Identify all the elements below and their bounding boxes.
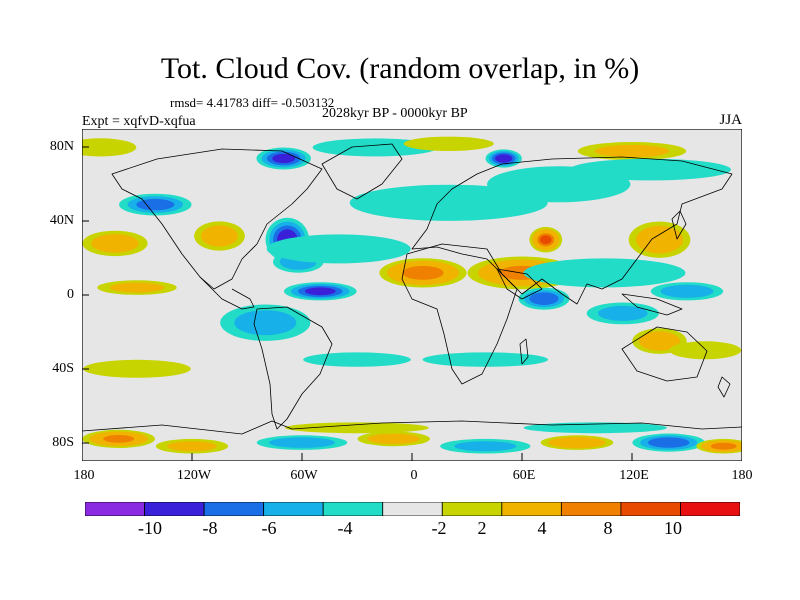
anomaly-contour: [403, 136, 494, 151]
anomaly-contour: [495, 154, 513, 163]
rmsd-diff-stats: rmsd= 4.41783 diff= -0.503132: [170, 95, 335, 110]
anomaly-contour: [422, 352, 548, 367]
anomaly-map: [82, 129, 742, 461]
coastline-layer: [82, 143, 742, 435]
anomaly-contour: [660, 284, 714, 298]
season-label: JJA: [719, 112, 742, 128]
y-tick-label: 80S: [52, 435, 74, 450]
anomaly-contour: [201, 225, 238, 247]
anomaly-contour: [669, 341, 742, 360]
colorbar-swatch: [144, 502, 205, 516]
anomaly-contour: [266, 234, 411, 264]
colorbar-swatch: [85, 502, 145, 516]
anomaly-contour: [540, 235, 552, 245]
map-background: [82, 129, 742, 461]
anomaly-contour: [454, 441, 517, 452]
anomaly-contour: [285, 422, 429, 434]
colorbar-swatch: [263, 502, 324, 516]
y-tick-label: 80N: [49, 139, 74, 154]
colorbar-swatch: [441, 502, 503, 516]
x-tick-label: 120W: [176, 468, 212, 483]
anomaly-contour: [569, 158, 731, 181]
x-tick-label: 60W: [290, 468, 318, 483]
x-tick-label: 60E: [512, 468, 536, 483]
anomaly-contour: [529, 292, 559, 305]
anomaly-contour: [643, 230, 676, 250]
anomaly-contour: [83, 359, 191, 378]
anomaly-contour: [594, 144, 670, 158]
colorbar-label: -2: [431, 518, 447, 538]
colorbar-label: -10: [138, 518, 162, 538]
colorbar-swatch: [680, 502, 740, 516]
plot-title: Tot. Cloud Cov. (random overlap, in %): [160, 52, 640, 85]
axis-ticks: [82, 146, 633, 461]
anomaly-contour: [598, 305, 648, 321]
anomaly-contour: [303, 352, 411, 367]
colorbar-label: 8: [603, 518, 613, 538]
anomaly-contour: [269, 437, 335, 448]
colorbar-label: 4: [537, 518, 547, 538]
x-tick-label: 120E: [619, 468, 649, 483]
colorbar-label: -4: [337, 518, 353, 538]
anomaly-contour: [136, 198, 175, 211]
anomaly-contour: [91, 234, 139, 253]
colorbar-swatch: [620, 502, 681, 516]
colorbar-label: -8: [202, 518, 218, 538]
anomaly-contour: [103, 435, 135, 443]
anomaly-contour: [109, 282, 165, 293]
colorbar-swatch: [501, 502, 562, 516]
x-tick-label: 180: [731, 468, 753, 483]
experiment-label: Expt = xqfvD-xqfua: [82, 114, 196, 129]
anomaly-contour: [645, 334, 674, 348]
contour-fill-layer: [82, 136, 742, 454]
anomaly-contour: [82, 138, 137, 157]
anomaly-contour: [167, 441, 217, 452]
y-tick-label: 0: [67, 287, 74, 302]
y-tick-label: 40S: [52, 361, 74, 376]
x-tick-label: 180: [73, 468, 95, 483]
colorbar-swatch: [382, 502, 443, 516]
colorbar-label: 10: [664, 518, 682, 538]
anomaly-contour: [556, 438, 598, 447]
anomaly-contour: [272, 153, 296, 164]
anomaly-contour: [647, 437, 690, 448]
anomaly-contour: [523, 258, 686, 288]
colorbar-swatch: [560, 502, 622, 516]
anomaly-contour: [234, 310, 297, 336]
colorbar-label: 2: [477, 518, 487, 538]
time-period-label: 2028kyr BP - 0000kyr BP: [322, 106, 468, 121]
anomaly-contour: [304, 287, 336, 296]
y-tick-label: 40N: [49, 213, 74, 228]
anomaly-contour: [710, 442, 737, 450]
colorbar: [85, 502, 740, 516]
colorbar-swatch: [203, 502, 265, 516]
x-tick-label: 0: [410, 468, 418, 483]
anomaly-contour: [402, 266, 444, 280]
colorbar-label: -6: [261, 518, 277, 538]
anomaly-contour: [367, 433, 421, 445]
colorbar-swatch: [322, 502, 384, 516]
